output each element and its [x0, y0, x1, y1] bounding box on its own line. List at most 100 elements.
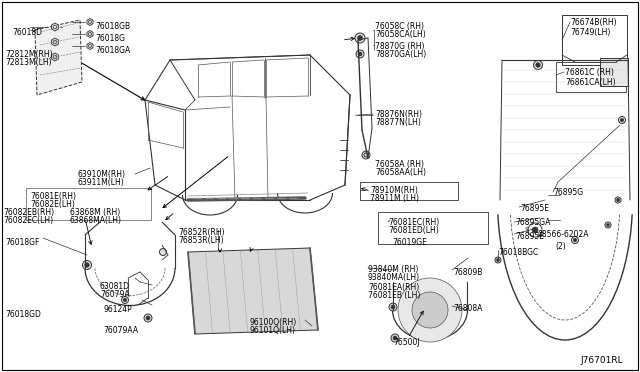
Text: 76018GB: 76018GB: [95, 22, 130, 31]
Text: 78870GA(LH): 78870GA(LH): [375, 50, 426, 59]
Bar: [600, 58, 628, 86]
Circle shape: [83, 260, 92, 269]
Text: 76018GF: 76018GF: [5, 238, 40, 247]
Circle shape: [536, 63, 540, 67]
Circle shape: [532, 227, 538, 233]
Circle shape: [389, 303, 397, 311]
Text: 76079A: 76079A: [100, 290, 130, 299]
Circle shape: [607, 224, 609, 227]
Text: 76749(LH): 76749(LH): [570, 28, 611, 37]
Circle shape: [362, 151, 370, 159]
Text: 08566-6202A: 08566-6202A: [538, 230, 589, 239]
Bar: [562, 15, 627, 65]
Circle shape: [534, 61, 543, 70]
Bar: [556, 62, 626, 92]
Text: 76019GE: 76019GE: [392, 238, 427, 247]
Text: 76058C (RH): 76058C (RH): [375, 22, 424, 31]
Circle shape: [573, 238, 577, 242]
Bar: [378, 212, 488, 244]
Text: S: S: [525, 227, 529, 233]
Text: 76895G: 76895G: [553, 188, 583, 197]
Circle shape: [159, 248, 166, 256]
Circle shape: [605, 222, 611, 228]
Text: 76852R(RH): 76852R(RH): [178, 228, 225, 237]
Text: (2): (2): [555, 242, 566, 251]
Text: 76674B(RH): 76674B(RH): [570, 18, 616, 27]
Text: 96124P: 96124P: [103, 305, 132, 314]
Text: 76082E(LH): 76082E(LH): [30, 200, 75, 209]
Circle shape: [495, 257, 501, 263]
Text: 76500J: 76500J: [393, 338, 420, 347]
Text: 76081EC(RH): 76081EC(RH): [388, 218, 439, 227]
Text: 76018GD: 76018GD: [5, 310, 41, 319]
Circle shape: [146, 316, 150, 320]
Circle shape: [122, 296, 129, 304]
Text: 63868MA(LH): 63868MA(LH): [70, 216, 122, 225]
Text: 93840MA(LH): 93840MA(LH): [368, 273, 420, 282]
Circle shape: [391, 334, 399, 342]
Text: 76895GA: 76895GA: [515, 218, 550, 227]
Text: 76018BGC: 76018BGC: [498, 248, 538, 257]
Circle shape: [616, 199, 620, 202]
Text: 76895E: 76895E: [520, 204, 549, 213]
Text: 76079AA: 76079AA: [103, 326, 138, 335]
Text: 63911M(LH): 63911M(LH): [78, 178, 125, 187]
Text: 76058AA(LH): 76058AA(LH): [375, 168, 426, 177]
Polygon shape: [52, 23, 58, 31]
Text: 76082EC(LH): 76082EC(LH): [3, 216, 53, 225]
Text: 76018G: 76018G: [95, 34, 125, 43]
Polygon shape: [52, 53, 58, 61]
Circle shape: [615, 197, 621, 203]
Circle shape: [84, 263, 89, 267]
Circle shape: [124, 298, 127, 302]
Circle shape: [412, 292, 448, 328]
Polygon shape: [35, 20, 82, 95]
Text: 96101Q(LH): 96101Q(LH): [250, 326, 296, 335]
Text: 76808A: 76808A: [453, 304, 483, 313]
Circle shape: [391, 305, 395, 309]
Circle shape: [572, 237, 579, 244]
Text: 63910M(RH): 63910M(RH): [78, 170, 126, 179]
Text: 78876N(RH): 78876N(RH): [375, 110, 422, 119]
Bar: [26, 188, 151, 220]
Polygon shape: [87, 42, 93, 49]
Text: 76081EB (LH): 76081EB (LH): [368, 291, 420, 300]
Circle shape: [393, 336, 397, 340]
Text: 72813M(LH): 72813M(LH): [5, 58, 52, 67]
Text: 78911M (LH): 78911M (LH): [370, 194, 419, 203]
Text: 78870G (RH): 78870G (RH): [375, 42, 424, 51]
Text: 78877N(LH): 78877N(LH): [375, 118, 421, 127]
Text: 78910M(RH): 78910M(RH): [370, 186, 418, 195]
Text: 63081D: 63081D: [100, 282, 130, 291]
Circle shape: [144, 314, 152, 322]
Text: 76853R(LH): 76853R(LH): [178, 236, 223, 245]
Text: 76809B: 76809B: [453, 268, 483, 277]
Circle shape: [618, 116, 625, 124]
Polygon shape: [52, 38, 58, 46]
Polygon shape: [87, 19, 93, 26]
Text: 76082EB(RH): 76082EB(RH): [3, 208, 54, 217]
Bar: [360, 182, 458, 200]
Text: 93840M (RH): 93840M (RH): [368, 265, 419, 274]
Text: 76058A (RH): 76058A (RH): [375, 160, 424, 169]
Text: 76081ED(LH): 76081ED(LH): [388, 226, 439, 235]
Text: 76895E: 76895E: [515, 232, 544, 241]
Text: 76058CA(LH): 76058CA(LH): [375, 30, 426, 39]
Circle shape: [358, 52, 362, 56]
Text: 76018GA: 76018GA: [95, 46, 131, 55]
Circle shape: [358, 35, 362, 41]
Text: 72812M(RH): 72812M(RH): [5, 50, 52, 59]
Circle shape: [356, 50, 364, 58]
Text: 76018D: 76018D: [12, 28, 42, 37]
Text: 76081EA(RH): 76081EA(RH): [368, 283, 419, 292]
Polygon shape: [87, 31, 93, 38]
Polygon shape: [188, 248, 318, 334]
Circle shape: [497, 259, 499, 262]
Text: 96100Q(RH): 96100Q(RH): [250, 318, 297, 327]
Circle shape: [355, 33, 365, 43]
Circle shape: [620, 118, 624, 122]
Text: 76081E(RH): 76081E(RH): [30, 192, 76, 201]
Text: 76861C (RH): 76861C (RH): [565, 68, 614, 77]
Text: 63868M (RH): 63868M (RH): [70, 208, 120, 217]
Text: 76861CA(LH): 76861CA(LH): [565, 78, 616, 87]
